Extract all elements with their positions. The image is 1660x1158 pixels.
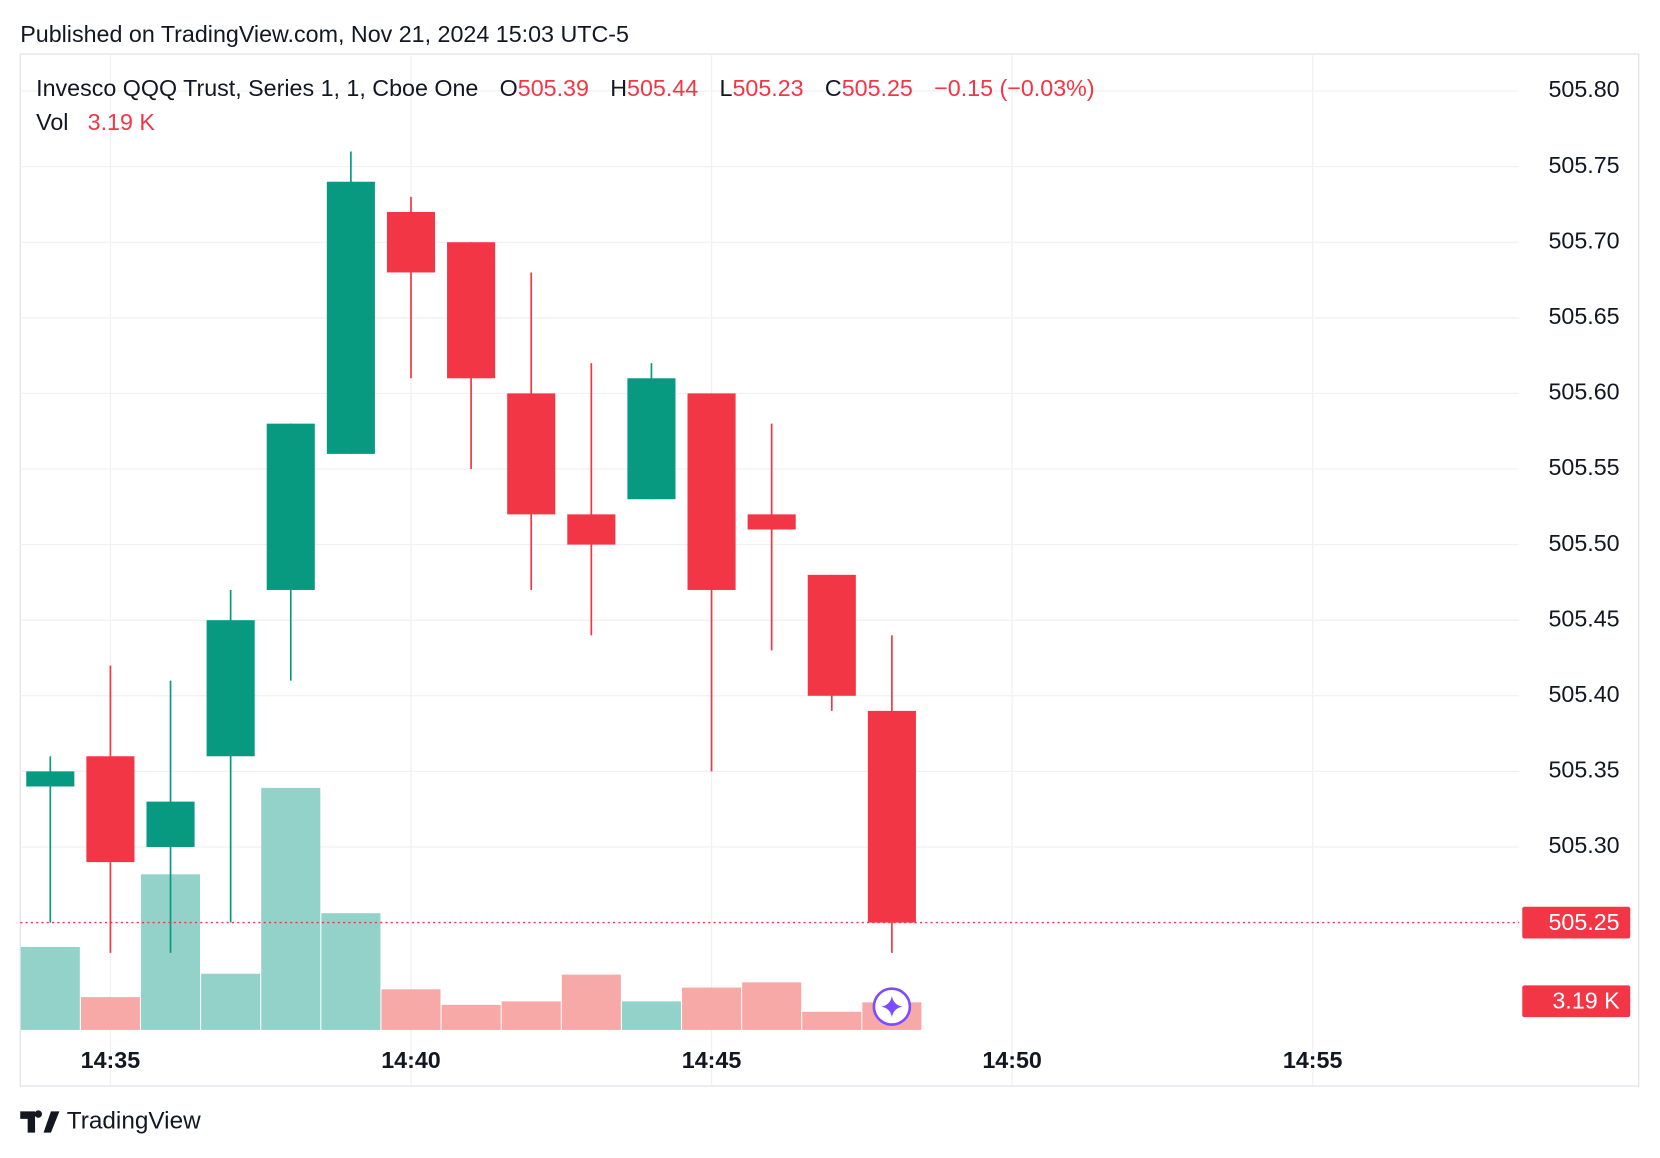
assistant-icon-star xyxy=(881,996,903,1018)
volume-bar xyxy=(201,973,261,1030)
volume-bar xyxy=(501,1001,561,1030)
published-header: Published on TradingView.com, Nov 21, 20… xyxy=(20,21,629,47)
candle-body xyxy=(747,514,796,530)
volume-bar xyxy=(381,989,441,1030)
y-tick-label: 505.60 xyxy=(1548,379,1619,405)
y-tick-label: 505.70 xyxy=(1548,227,1619,253)
volume-tag xyxy=(1522,985,1631,1018)
x-tick-label: 14:55 xyxy=(1283,1047,1343,1073)
legend-value: 505.44 xyxy=(627,75,698,101)
candle-body xyxy=(447,242,496,379)
grid xyxy=(20,53,1520,1087)
legend-key: C xyxy=(825,75,842,101)
x-tick-label: 14:50 xyxy=(982,1047,1042,1073)
candle-body xyxy=(206,620,255,757)
price-tag-label: 505.25 xyxy=(1548,909,1619,935)
legend-key: L xyxy=(720,75,733,101)
y-tick-label: 505.45 xyxy=(1548,605,1619,631)
volume-bar xyxy=(261,787,321,1030)
candle-body xyxy=(867,710,916,923)
candle-body xyxy=(86,756,135,863)
candle-body xyxy=(26,771,75,787)
x-tick-label: 14:35 xyxy=(81,1047,141,1073)
candle-body xyxy=(386,211,436,273)
y-tick-label: 505.75 xyxy=(1548,152,1619,178)
logo: TradingView xyxy=(20,1107,201,1134)
legend-value: 505.23 xyxy=(732,75,803,101)
candle-body xyxy=(146,801,195,847)
volume-value: 3.19 K xyxy=(88,109,156,135)
y-tick-label: 505.35 xyxy=(1548,757,1619,783)
legend: Invesco QQQ Trust, Series 1, 1, Cboe One… xyxy=(36,75,1094,135)
y-tick-label: 505.50 xyxy=(1548,530,1619,556)
legend-key: H xyxy=(610,75,627,101)
legend-key: O xyxy=(500,75,518,101)
volume-bar xyxy=(802,1011,862,1030)
volume-bar xyxy=(682,987,742,1030)
x-tick-label: 14:40 xyxy=(381,1047,441,1073)
candle-body xyxy=(266,423,315,590)
candle-body xyxy=(627,378,676,500)
axes: 505.30 505.35 505.40 505.45 505.50 505.55 505.… xyxy=(81,76,1631,1073)
logo-icon xyxy=(20,1110,60,1133)
logo-text: TradingView xyxy=(67,1107,201,1134)
legend-value: 505.39 xyxy=(518,75,589,101)
legend-line: Invesco QQQ Trust, Series 1, 1, Cboe One… xyxy=(36,75,1094,101)
volume-bar xyxy=(621,1001,681,1030)
volume-bar xyxy=(321,913,381,1030)
symbol-title: Invesco QQQ Trust, Series 1, 1, Cboe One xyxy=(36,75,478,101)
volume-pane xyxy=(20,787,922,1030)
volume-title: Vol xyxy=(36,109,68,135)
volume-bar xyxy=(20,946,80,1030)
y-tick-label: 505.55 xyxy=(1548,454,1619,480)
price-tag xyxy=(1522,906,1631,939)
y-tick-label: 505.40 xyxy=(1548,681,1619,707)
volume-bar xyxy=(441,1004,501,1030)
candle-body xyxy=(507,393,556,515)
candle-body xyxy=(687,393,736,590)
chart-frame xyxy=(19,53,1640,1087)
candle-body xyxy=(807,574,856,696)
y-tick-label: 505.30 xyxy=(1548,832,1619,858)
candle-body xyxy=(567,514,616,545)
volume-tag-label: 3.19 K xyxy=(1552,988,1620,1014)
y-tick-label: 505.80 xyxy=(1548,76,1619,102)
price-pane xyxy=(20,151,1520,953)
volume-bar xyxy=(561,974,621,1030)
legend-change: −0.15 (−0.03%) xyxy=(934,75,1094,101)
legend-value: 505.25 xyxy=(842,75,913,101)
x-tick-label: 14:45 xyxy=(682,1047,742,1073)
volume-bar xyxy=(80,997,140,1030)
y-tick-label: 505.65 xyxy=(1548,303,1619,329)
volume-legend: Vol 3.19 K xyxy=(36,109,155,135)
candle-body xyxy=(326,181,375,454)
volume-bar xyxy=(742,982,802,1030)
